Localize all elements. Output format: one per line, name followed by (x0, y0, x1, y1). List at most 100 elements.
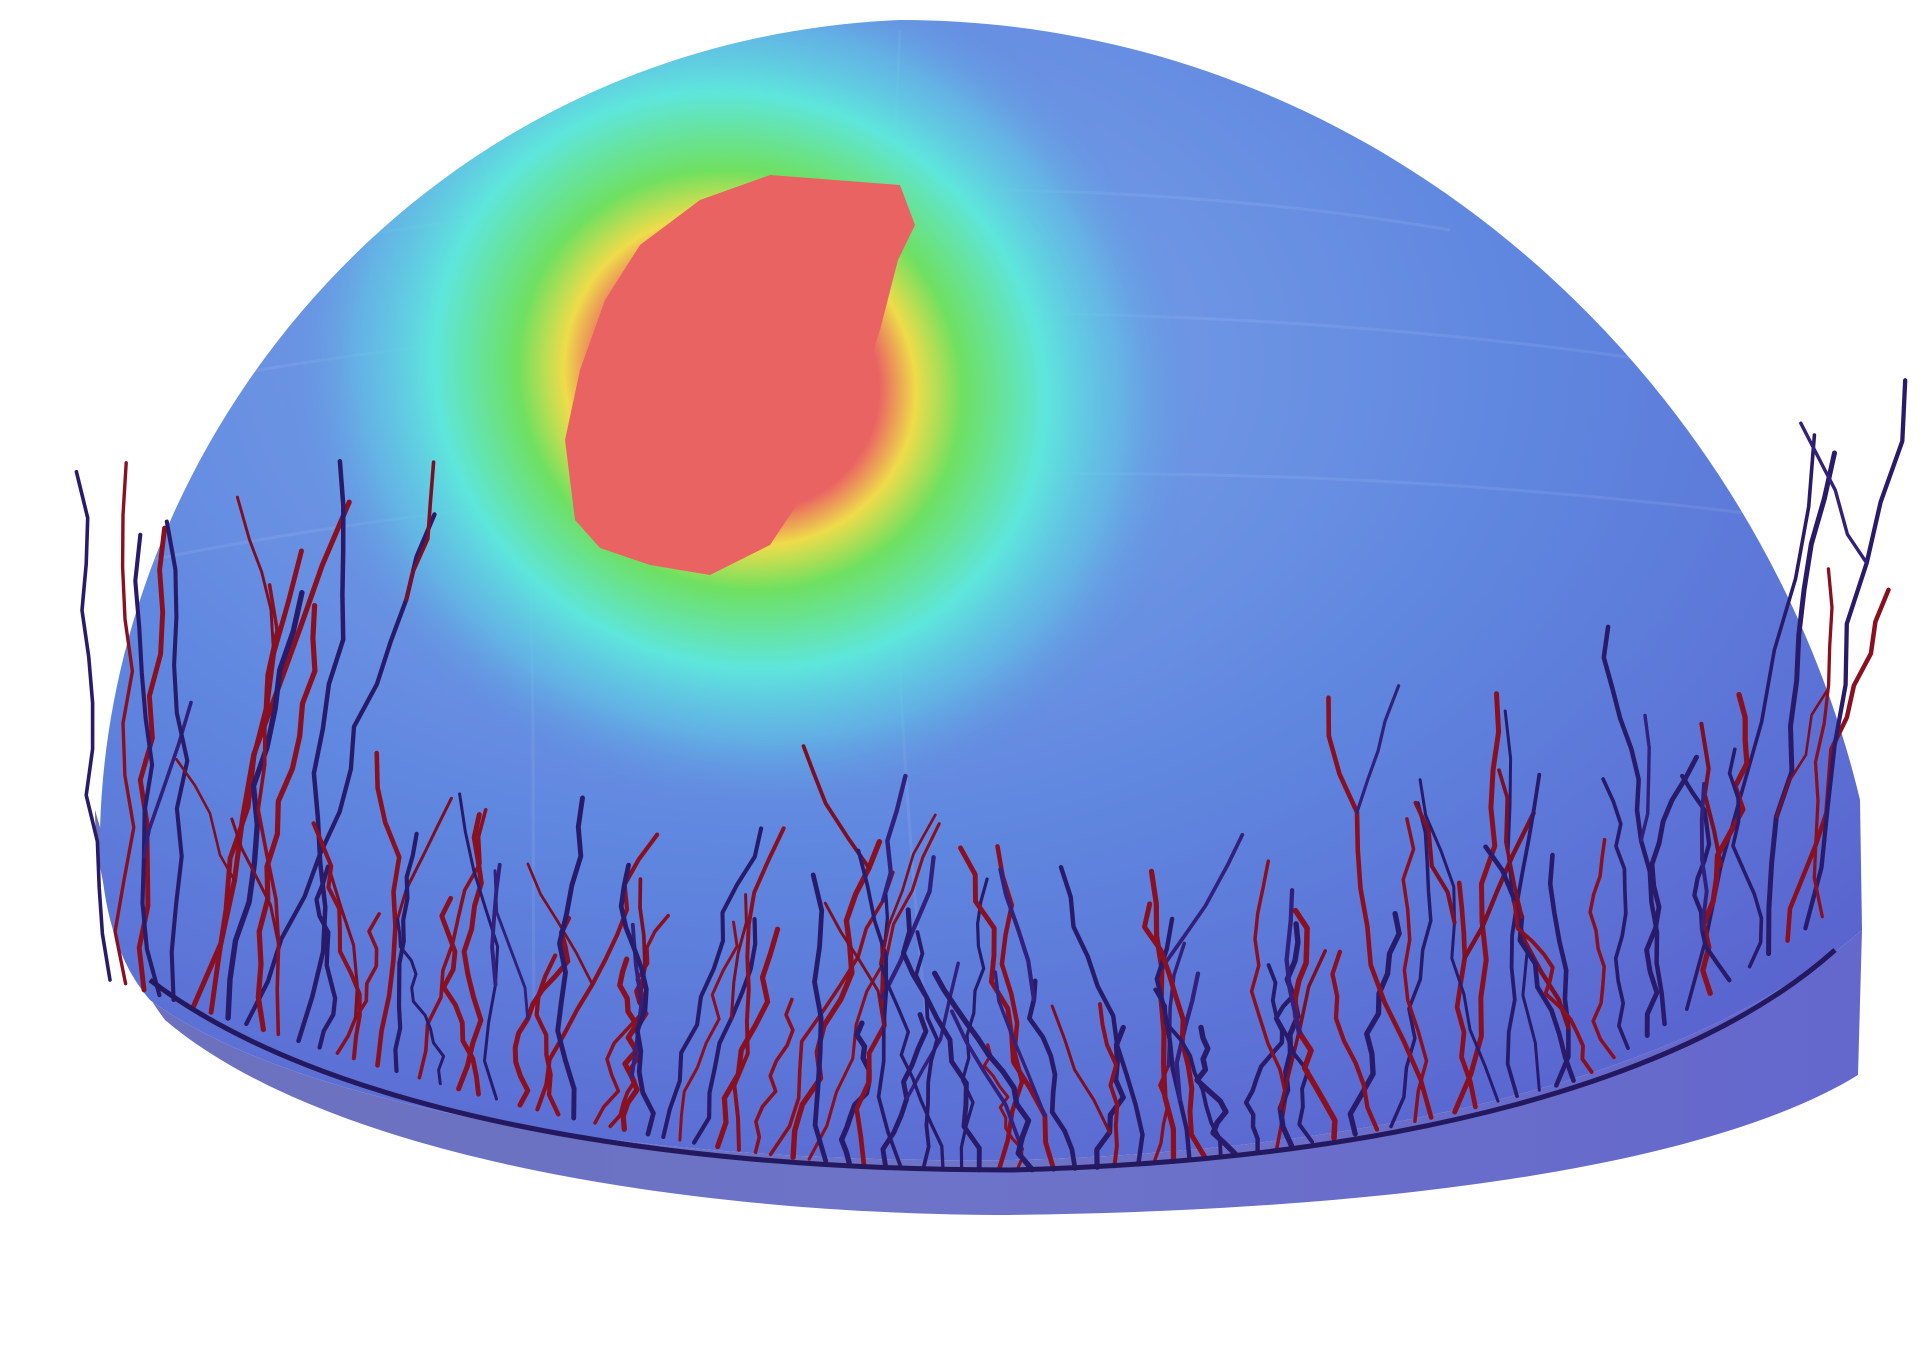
vessel-strand (255, 603, 318, 1033)
vessel-strand (1766, 450, 1837, 957)
vessel-strand (1700, 691, 1750, 996)
vessel-branch (1497, 768, 1524, 919)
vessel-branch (1355, 684, 1401, 814)
vessel-strand (393, 831, 419, 1074)
vessel-strand (753, 997, 795, 1155)
vessel-strand (1330, 949, 1380, 1132)
vessel-strand (932, 970, 1035, 1173)
vessel-strand (1401, 817, 1429, 1124)
vessel-strand (534, 953, 561, 1117)
vessel-strand (311, 821, 362, 1061)
vessel-strand (113, 461, 136, 986)
vessel-strand (1601, 777, 1630, 1051)
vessel-strand (838, 1020, 872, 1166)
vessel-strand (1812, 567, 1834, 919)
vessel-strand (790, 839, 883, 1160)
vessel-branch (1284, 888, 1302, 1036)
vessel-branch (1799, 421, 1869, 565)
vessel-branch (393, 796, 453, 928)
vessel-strand (1454, 880, 1478, 1110)
vessel-network (74, 378, 1908, 1173)
vessel-branch (175, 758, 236, 882)
vessel-strand (208, 548, 304, 1015)
vessel-strand (880, 1012, 929, 1169)
vessel-strand (314, 864, 338, 1050)
heat-spot (276, 20, 1204, 818)
vessel-branch (230, 817, 281, 946)
vessel-strand (1547, 852, 1571, 1088)
vessel-strand (692, 917, 758, 1145)
vessel-strand (136, 525, 168, 993)
vessel-strand (1148, 868, 1177, 1164)
vessel-strand (807, 822, 941, 1161)
vessel-branch (1462, 810, 1536, 960)
vessel-strand (856, 848, 903, 1169)
vessel-strand (1512, 900, 1594, 1074)
vessel-strand (1142, 901, 1208, 1161)
heat-spot-core (565, 175, 915, 575)
vessel-strand (1685, 433, 1817, 1011)
vessel-branch (823, 901, 886, 1028)
vessel-strand (617, 956, 640, 1132)
vessel-branch (998, 867, 1036, 1002)
vessel-strand (164, 519, 190, 1002)
vessel-strand (1326, 695, 1434, 1120)
vessel-strand (1644, 754, 1699, 1038)
vessel-strand (296, 458, 346, 1044)
vessel-strand (661, 826, 764, 1139)
vessel-strand (678, 920, 739, 1142)
vessel-strand (1505, 772, 1542, 1098)
vessel-branch (1775, 688, 1829, 819)
vessel-strand (1727, 747, 1764, 969)
vessel-branch (904, 961, 960, 1101)
vessel-strand (396, 917, 446, 1086)
vessel-branch (1699, 782, 1709, 932)
vessel-strand (256, 583, 281, 1037)
vessel-strand (593, 913, 670, 1125)
vessel-strand (335, 912, 381, 1055)
rim-line (148, 948, 1837, 1173)
vessel-strand (1194, 1024, 1238, 1157)
vessel-branch (526, 862, 594, 986)
vessel-strand (458, 792, 500, 1101)
vessel-strand (1452, 691, 1502, 1115)
vessel-branch (879, 813, 937, 965)
vessel-strand (512, 915, 572, 1108)
vessel-branch (729, 893, 748, 1020)
vessel-branch (490, 862, 502, 987)
vessel-branch (950, 1009, 1024, 1151)
vessel-branch (1050, 1004, 1112, 1134)
vessel-branch (1413, 800, 1457, 925)
vessel-branch (801, 744, 871, 870)
vessel-strand (854, 939, 887, 1167)
vessel-strand (1418, 778, 1500, 1103)
vessel-branch (404, 460, 436, 602)
vessel-strand (1058, 865, 1145, 1167)
vessel-branch (880, 773, 908, 903)
vessel-strand (810, 872, 829, 1164)
vessel-strand (1785, 587, 1891, 943)
vessel-strand (1098, 1002, 1120, 1169)
vessel-strand (1389, 801, 1433, 1129)
vessel-branch (880, 855, 936, 1000)
vessel-strand (1588, 837, 1616, 1060)
vessel-strand (1266, 963, 1315, 1144)
vessel-strand (225, 590, 305, 1021)
vessel-branch (993, 970, 1047, 1118)
vessel-strand (555, 795, 585, 1121)
vessel-strand (732, 826, 786, 1152)
vessel-strand (1680, 773, 1732, 983)
vessel-branch (1278, 949, 1327, 1111)
vessel-branch (493, 869, 530, 1021)
vessel-strand (914, 930, 940, 1171)
vessel-strand (133, 532, 162, 998)
vessel-strand (456, 812, 484, 1092)
vessel-strand (1483, 844, 1576, 1083)
vessel-branch (1159, 832, 1245, 970)
vessel-strand (439, 895, 481, 1097)
vessel-strand (618, 862, 656, 1137)
vessel-strand (1347, 910, 1402, 1137)
vessel-strand (1803, 378, 1908, 931)
